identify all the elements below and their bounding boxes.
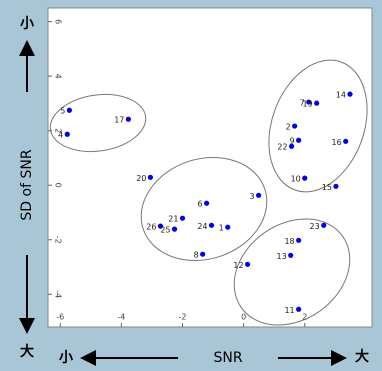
y-tick-label: 6 bbox=[54, 19, 63, 24]
point-label: 9 bbox=[290, 137, 295, 146]
point bbox=[179, 215, 186, 221]
point bbox=[343, 138, 349, 144]
point-label: 23 bbox=[310, 222, 320, 231]
point bbox=[296, 137, 302, 143]
point-label: 20 bbox=[136, 174, 146, 183]
point bbox=[208, 222, 215, 228]
point-label: 21 bbox=[168, 215, 178, 224]
point bbox=[256, 192, 262, 198]
cluster-outlines bbox=[49, 59, 368, 326]
point-label: 5 bbox=[60, 107, 65, 116]
point-label: 6 bbox=[198, 200, 203, 209]
point bbox=[147, 174, 153, 180]
point-label: 2 bbox=[286, 123, 291, 132]
point bbox=[125, 116, 131, 122]
point bbox=[66, 107, 72, 113]
cluster-outline bbox=[233, 218, 351, 326]
point bbox=[225, 224, 231, 230]
point bbox=[171, 226, 178, 232]
point-label: 7 bbox=[300, 99, 305, 108]
point-label: 3 bbox=[250, 192, 255, 201]
y-tick-label: -4 bbox=[54, 290, 63, 298]
point bbox=[204, 200, 210, 206]
point-label: 10 bbox=[291, 175, 301, 184]
x-tick-label: 0 bbox=[241, 313, 246, 322]
point bbox=[306, 99, 312, 105]
point-label: 12 bbox=[233, 261, 243, 270]
point-label: 18 bbox=[284, 237, 294, 246]
y-axis-end: 小 bbox=[20, 16, 34, 32]
point-label: 4 bbox=[58, 131, 63, 140]
point-label: 19 bbox=[302, 100, 312, 109]
point bbox=[244, 261, 251, 267]
point-label: 14 bbox=[336, 91, 346, 100]
point-label: 8 bbox=[194, 251, 199, 260]
point bbox=[64, 131, 70, 137]
point-label: 13 bbox=[277, 252, 287, 261]
point-label: 16 bbox=[332, 138, 342, 147]
y-axis-title: SD of SNR bbox=[19, 149, 35, 220]
cluster-outline bbox=[268, 59, 368, 193]
point bbox=[302, 175, 308, 181]
point bbox=[333, 183, 339, 189]
point bbox=[289, 143, 295, 149]
x-axis-end: 小 bbox=[59, 350, 73, 366]
point bbox=[296, 237, 302, 243]
x-tick-label: 2 bbox=[302, 313, 307, 322]
point-label: 17 bbox=[114, 116, 124, 125]
y-tick-label: -2 bbox=[54, 236, 63, 244]
point bbox=[157, 223, 164, 229]
cluster-outline bbox=[49, 93, 147, 153]
x-tick-label: -6 bbox=[56, 313, 64, 322]
point bbox=[292, 123, 298, 129]
x-axis-end: 大 bbox=[355, 348, 369, 365]
point-label: 11 bbox=[284, 306, 294, 315]
y-tick-label: 2 bbox=[54, 128, 63, 133]
y-tick-label: 4 bbox=[54, 74, 63, 79]
cluster-outline bbox=[140, 156, 268, 262]
x-tick-label: -2 bbox=[178, 313, 186, 322]
plot-area bbox=[47, 7, 373, 328]
y-tick-label: 0 bbox=[54, 183, 63, 188]
point-label: 15 bbox=[322, 183, 332, 192]
point-label: 22 bbox=[277, 143, 287, 152]
point bbox=[314, 100, 320, 106]
point-label: 26 bbox=[146, 223, 156, 232]
point bbox=[321, 222, 327, 228]
point bbox=[347, 91, 353, 97]
point bbox=[200, 251, 206, 257]
y-axis-end: 大 bbox=[20, 343, 34, 360]
point-label: 25 bbox=[160, 226, 170, 235]
x-tick-label: -4 bbox=[117, 313, 125, 322]
point-label: 1 bbox=[219, 224, 224, 233]
x-axis-title: SNR bbox=[213, 350, 242, 366]
point bbox=[288, 252, 294, 258]
point bbox=[296, 306, 302, 312]
point-label: 24 bbox=[197, 222, 207, 231]
